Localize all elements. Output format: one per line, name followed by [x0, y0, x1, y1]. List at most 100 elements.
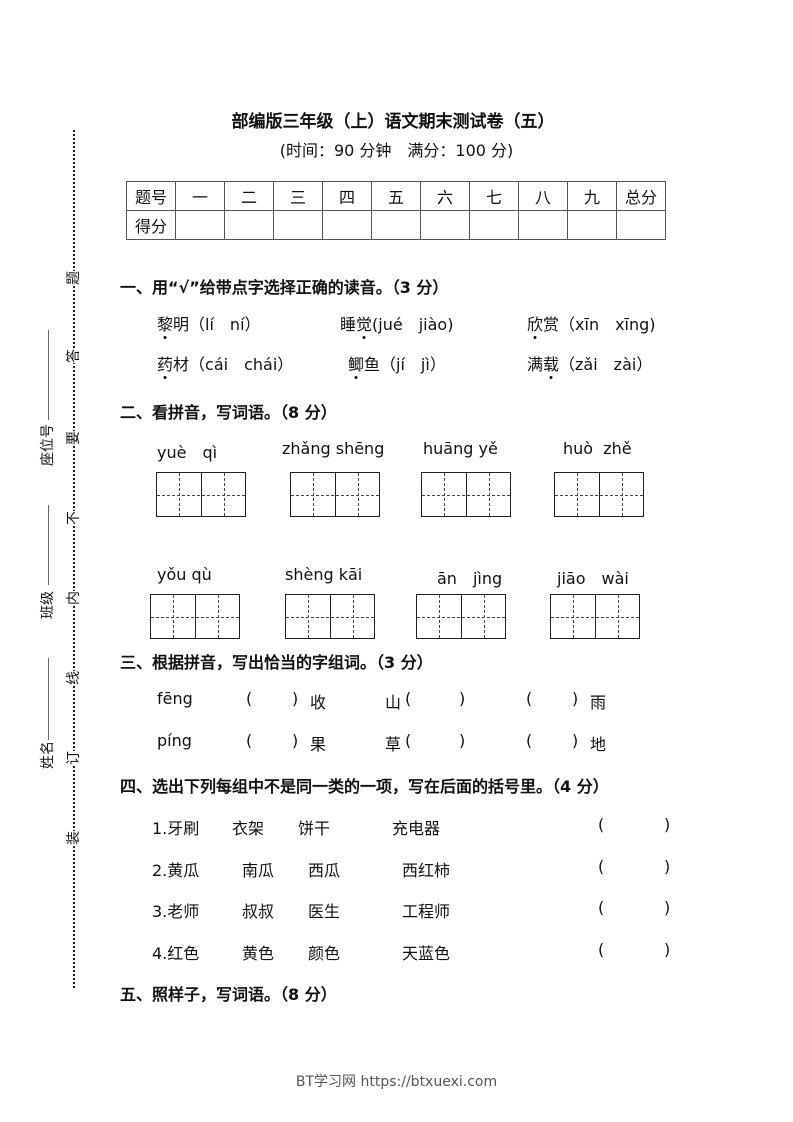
option-word: 叔叔 — [242, 902, 275, 921]
char: 鱼 — [364, 355, 381, 374]
pinyin-label: ān jìng — [437, 569, 503, 588]
score-input-cell[interactable] — [469, 210, 519, 240]
score-header-cell: 七 — [469, 181, 519, 211]
word-char: 果 — [310, 735, 327, 754]
answer-blank[interactable]: ( — [526, 689, 533, 708]
paren: ) — [572, 689, 579, 708]
score-header-cell: 三 — [273, 181, 323, 211]
answer-blank[interactable]: ( — [598, 898, 605, 917]
score-header-cell: 五 — [371, 181, 421, 211]
answer-blank[interactable]: ( — [246, 731, 253, 750]
pinyin-options[interactable]: （jí jì） — [380, 355, 446, 374]
reading-item: 黎明（lí ní） — [157, 311, 261, 335]
margin-field-label: 姓名 — [37, 730, 57, 780]
score-header-cell: 一 — [175, 181, 225, 211]
score-input-cell[interactable] — [616, 210, 666, 240]
paren: ) — [664, 939, 671, 959]
pinyin-options[interactable]: （xīn xīng) — [559, 315, 656, 334]
option-word: 黄色 — [242, 943, 275, 963]
margin-field-label: 座位号 — [37, 420, 57, 470]
margin-field-underline[interactable] — [48, 658, 49, 740]
score-input-cell[interactable] — [273, 210, 323, 240]
grid-guide — [358, 473, 359, 516]
answer-blank[interactable]: ( — [598, 939, 605, 959]
answer-blank[interactable]: ( — [405, 731, 412, 750]
seal-char: 题 — [62, 271, 84, 285]
paren: ) — [292, 689, 299, 708]
grid-guide — [489, 473, 490, 516]
writing-grid[interactable] — [290, 472, 380, 517]
score-input-cell[interactable] — [175, 210, 225, 240]
option-word: 工程师 — [402, 902, 451, 921]
grid-divider — [195, 595, 196, 638]
grid-guide — [353, 595, 354, 638]
reading-item: 睡觉(jué jiào) — [340, 311, 453, 335]
answer-blank[interactable]: ( — [598, 856, 605, 876]
section1-heading: 一、用“√”给带点字选择正确的读音。（3 分） — [120, 278, 449, 297]
answer-blank[interactable]: ( — [526, 731, 533, 750]
pinyin-options[interactable]: （zǎi zài） — [559, 355, 653, 374]
grid-divider — [466, 473, 467, 516]
margin-field-underline[interactable] — [48, 505, 49, 585]
pinyin-options[interactable]: (jué jiào) — [372, 315, 454, 334]
option-word: 4.红色 — [152, 943, 200, 963]
option-word: 颜色 — [308, 943, 341, 963]
seal-char: 答 — [62, 349, 84, 363]
char: 睡 — [340, 315, 357, 334]
writing-grid[interactable] — [550, 594, 640, 639]
score-input-cell[interactable] — [322, 210, 372, 240]
word-char: 雨 — [590, 693, 607, 712]
score-input-cell[interactable] — [518, 210, 568, 240]
answer-blank[interactable]: ( — [405, 689, 412, 708]
writing-grid[interactable] — [421, 472, 511, 517]
reading-item: 药材（cái chái） — [157, 351, 293, 375]
option-word: 3.老师 — [152, 902, 200, 921]
grid-guide — [218, 595, 219, 638]
grid-guide — [291, 495, 379, 496]
pinyin-label: zhǎng shēng — [282, 439, 385, 458]
reading-item: 欣赏（xīn xīng) — [527, 311, 656, 335]
option-word: 西红柿 — [402, 860, 451, 880]
writing-grid[interactable] — [554, 472, 644, 517]
option-word: 充电器 — [392, 819, 441, 838]
score-input-cell[interactable] — [567, 210, 617, 240]
pinyin-options[interactable]: （lí ní） — [189, 315, 261, 334]
score-header-cell: 六 — [420, 181, 470, 211]
char: 欣 — [527, 315, 544, 334]
char: 赏 — [543, 315, 560, 334]
score-input-cell[interactable] — [224, 210, 274, 240]
grid-divider — [599, 473, 600, 516]
answer-blank[interactable]: ( — [246, 689, 253, 708]
seal-char: 订 — [62, 751, 84, 765]
word-char: 草 — [385, 735, 402, 754]
grid-guide — [577, 473, 578, 516]
pinyin-label: shèng kāi — [285, 565, 363, 584]
pinyin-label: yǒu qù — [157, 565, 212, 584]
score-input-cell[interactable] — [420, 210, 470, 240]
char: 载 — [543, 355, 560, 374]
score-input-cell[interactable] — [371, 210, 421, 240]
writing-grid[interactable] — [156, 472, 246, 517]
writing-grid[interactable] — [416, 594, 506, 639]
margin-field-label: 班级 — [37, 580, 57, 630]
grid-divider — [461, 595, 462, 638]
score-header-cell: 题号 — [126, 181, 176, 211]
paren: ) — [664, 856, 671, 876]
seal-char: 要 — [62, 431, 84, 445]
seal-char: 装 — [62, 831, 84, 845]
score-row-label: 得分 — [126, 210, 176, 240]
grid-guide — [422, 495, 510, 496]
pinyin-options[interactable]: （cái chái） — [189, 355, 294, 374]
pinyin-label: yuè qì — [157, 443, 218, 462]
writing-grid[interactable] — [150, 594, 240, 639]
writing-grid[interactable] — [285, 594, 375, 639]
pinyin-label: fēng — [157, 689, 193, 708]
score-table: 题号一二三四五六七八九总分 得分 — [126, 181, 666, 240]
exam-info: (时间：90 分钟 满分：100 分) — [279, 141, 514, 160]
answer-blank[interactable]: ( — [598, 815, 605, 834]
option-word: 衣架 — [232, 819, 265, 838]
section4-heading: 四、选出下列每组中不是同一类的一项，写在后面的括号里。（4 分） — [120, 777, 609, 796]
paren: ) — [459, 731, 466, 750]
margin-field-underline[interactable] — [48, 330, 49, 420]
section3-heading: 三、根据拼音，写出恰当的字组词。（3 分） — [120, 653, 433, 672]
